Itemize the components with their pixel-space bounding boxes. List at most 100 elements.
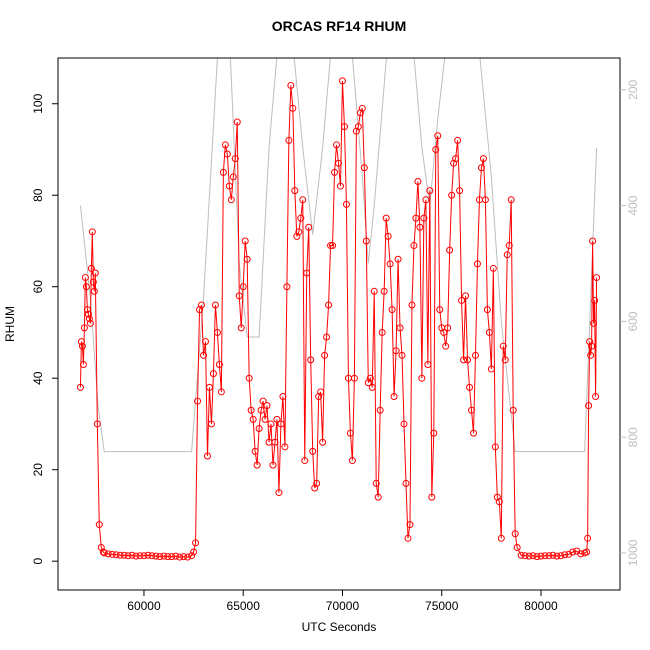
data-point — [295, 228, 303, 236]
data-point — [541, 552, 549, 560]
plot-area — [76, 58, 601, 561]
data-point — [400, 420, 408, 428]
data-point — [327, 242, 335, 250]
data-point — [331, 168, 339, 176]
data-point — [352, 127, 360, 135]
data-point — [231, 155, 239, 163]
data-point — [91, 269, 99, 277]
data-point — [340, 123, 348, 131]
data-point — [479, 155, 487, 163]
data-point — [251, 447, 259, 455]
data-point — [263, 402, 271, 410]
data-point — [448, 191, 456, 199]
data-point — [561, 551, 569, 559]
data-point — [420, 214, 428, 222]
data-point — [225, 182, 233, 190]
data-point — [394, 255, 402, 263]
data-point — [398, 351, 406, 359]
x-tick-label: 75000 — [425, 599, 459, 613]
data-point — [87, 264, 95, 272]
data-point — [521, 552, 529, 560]
data-point — [454, 136, 462, 144]
data-point — [497, 534, 505, 542]
data-point — [503, 251, 511, 259]
data-point — [289, 104, 297, 112]
data-point — [267, 420, 275, 428]
data-point — [291, 187, 299, 195]
data-point — [227, 196, 235, 204]
data-point — [311, 484, 319, 492]
data-point — [426, 187, 434, 195]
data-point — [176, 553, 184, 561]
data-point — [469, 429, 477, 437]
data-point — [76, 383, 84, 391]
series-line — [79, 58, 598, 453]
data-point — [483, 306, 491, 314]
data-point — [348, 457, 356, 465]
data-point — [164, 553, 172, 561]
data-point — [217, 388, 225, 396]
x-tick-label: 80000 — [524, 599, 558, 613]
data-point — [434, 132, 442, 140]
data-point — [229, 173, 237, 181]
data-point — [450, 159, 458, 167]
data-point — [338, 77, 346, 85]
data-point — [505, 242, 513, 250]
data-point — [97, 543, 105, 551]
data-point — [198, 301, 206, 309]
data-point — [456, 187, 464, 195]
data-point — [370, 287, 378, 295]
data-point — [584, 534, 592, 542]
data-point — [196, 306, 204, 314]
data-point — [384, 232, 392, 240]
data-point — [241, 237, 249, 245]
data-point — [471, 351, 479, 359]
data-point — [152, 552, 160, 560]
data-point — [591, 296, 599, 304]
data-point — [410, 242, 418, 250]
data-point — [136, 552, 144, 560]
data-point — [321, 351, 329, 359]
data-point — [83, 306, 91, 314]
y-tick-label: 100 — [31, 93, 45, 113]
data-point — [356, 109, 364, 117]
data-point — [396, 324, 404, 332]
data-point — [313, 479, 321, 487]
data-point — [194, 397, 202, 405]
data-point — [350, 374, 358, 382]
data-point — [285, 136, 293, 144]
data-point — [207, 420, 215, 428]
data-point — [354, 123, 362, 131]
data-point — [325, 301, 333, 309]
data-point — [223, 150, 231, 158]
data-point — [243, 255, 251, 263]
data-point — [362, 237, 370, 245]
data-point — [211, 301, 219, 309]
data-point — [549, 551, 557, 559]
data-point — [402, 479, 410, 487]
data-point — [390, 393, 398, 401]
data-point — [545, 552, 553, 560]
data-point — [487, 365, 495, 373]
data-point — [589, 237, 597, 245]
y2-tick-label: 800 — [626, 427, 640, 447]
data-point — [200, 351, 208, 359]
data-point — [259, 397, 267, 405]
data-point — [257, 406, 265, 414]
y-tick-label: 60 — [31, 280, 45, 294]
data-point — [374, 493, 382, 501]
data-point — [209, 370, 217, 378]
data-point — [201, 338, 209, 346]
data-point — [309, 447, 317, 455]
data-point — [342, 200, 350, 208]
data-point — [319, 438, 327, 446]
data-point — [323, 333, 331, 341]
data-point — [219, 168, 227, 176]
data-point — [507, 196, 515, 204]
data-point — [329, 242, 337, 250]
data-point — [416, 223, 424, 231]
data-point — [203, 452, 211, 460]
y2-tick-label: 200 — [626, 80, 640, 100]
data-point — [587, 351, 595, 359]
